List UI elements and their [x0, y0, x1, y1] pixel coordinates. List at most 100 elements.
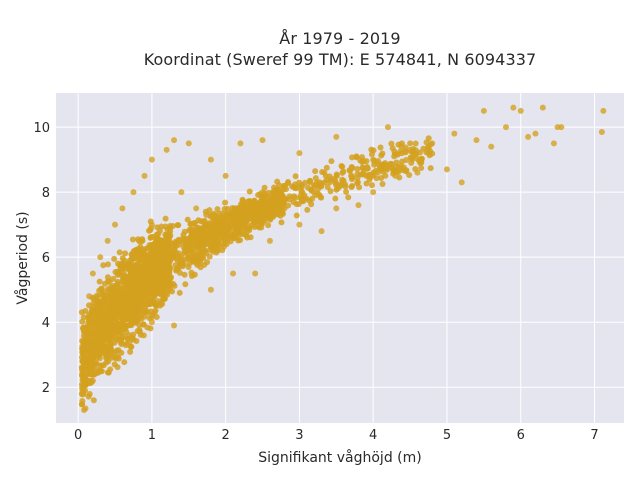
scatter-point: [105, 358, 112, 365]
scatter-point: [359, 164, 366, 171]
scatter-point: [274, 178, 281, 185]
scatter-point: [182, 281, 189, 288]
scatter-point: [334, 185, 341, 192]
scatter-point: [150, 300, 157, 307]
scatter-point: [168, 274, 175, 281]
scatter-point: [328, 158, 335, 165]
scatter-point: [281, 197, 288, 204]
scatter-point: [200, 219, 207, 226]
scatter-point: [162, 215, 169, 222]
scatter-point: [176, 289, 183, 296]
scatter-point: [244, 221, 251, 228]
scatter-point: [79, 337, 86, 344]
scatter-point: [140, 287, 147, 294]
scatter-point: [152, 307, 159, 314]
scatter-point: [245, 209, 252, 216]
scatter-point: [348, 184, 355, 191]
scatter-point: [306, 177, 313, 184]
scatter-point: [146, 266, 153, 273]
scatter-point: [104, 237, 111, 244]
scatter-point: [79, 318, 86, 325]
scatter-point: [104, 261, 111, 268]
scatter-point: [295, 201, 302, 208]
x-tick-label: 1: [148, 428, 156, 443]
chart-title: År 1979 - 2019: [279, 29, 401, 48]
scatter-point: [167, 282, 174, 289]
scatter-point: [169, 288, 176, 295]
x-tick-label: 2: [222, 428, 230, 443]
scatter-point: [412, 140, 419, 147]
scatter-point: [135, 284, 142, 291]
scatter-point: [423, 139, 430, 146]
scatter-point: [89, 270, 96, 277]
scatter-point: [206, 240, 213, 247]
scatter-point: [126, 338, 133, 345]
scatter-point: [121, 359, 128, 366]
scatter-point: [395, 164, 402, 171]
scatter-point: [125, 291, 132, 298]
scatter-point: [369, 182, 376, 189]
scatter-point: [237, 225, 244, 232]
scatter-point: [194, 240, 201, 247]
x-tick-label: 4: [369, 428, 377, 443]
scatter-point: [117, 310, 124, 317]
scatter-point: [389, 145, 396, 152]
chart-title-block: År 1979 - 2019 Koordinat (Sweref 99 TM):…: [0, 28, 640, 70]
scatter-point: [272, 188, 279, 195]
y-tick-label: 2: [42, 381, 50, 396]
scatter-point: [338, 162, 345, 169]
scatter-point: [340, 177, 347, 184]
scatter-point: [148, 308, 155, 315]
scatter-point: [104, 278, 111, 285]
scatter-point: [164, 267, 171, 274]
scatter-point: [85, 319, 92, 326]
scatter-point: [181, 228, 188, 235]
scatter-point: [257, 220, 264, 227]
scatter-point: [140, 254, 147, 261]
scatter-point: [414, 169, 421, 176]
scatter-point: [327, 179, 334, 186]
scatter-point: [258, 203, 265, 210]
scatter-point: [162, 223, 169, 230]
scatter-point: [207, 286, 214, 293]
scatter-point: [259, 189, 266, 196]
y-axis-label: Vågperiod (s): [14, 211, 31, 304]
scatter-point: [393, 159, 400, 166]
scatter-point: [112, 319, 119, 326]
scatter-point: [125, 302, 132, 309]
scatter-point: [86, 335, 93, 342]
scatter-point: [222, 172, 229, 179]
scatter-point: [215, 215, 222, 222]
scatter-point: [312, 168, 319, 175]
scatter-point: [403, 167, 410, 174]
scatter-point: [355, 202, 362, 209]
scatter-point: [138, 238, 145, 245]
scatter-point: [115, 268, 122, 275]
scatter-point: [119, 205, 126, 212]
scatter-point: [111, 299, 118, 306]
scatter-point: [196, 231, 203, 238]
scatter-point: [155, 249, 162, 256]
scatter-point: [82, 405, 89, 412]
scatter-point: [260, 211, 267, 218]
scatter-point: [172, 262, 179, 269]
scatter-point: [86, 361, 93, 368]
scatter-point: [243, 229, 250, 236]
scatter-point: [114, 278, 121, 285]
scatter-point: [480, 107, 487, 114]
scatter-point: [339, 169, 346, 176]
scatter-point: [92, 339, 99, 346]
scatter-point: [88, 310, 95, 317]
scatter-point: [185, 263, 192, 270]
scatter-point: [125, 276, 132, 283]
scatter-point: [154, 224, 161, 231]
scatter-point: [85, 314, 92, 321]
scatter-point: [245, 198, 252, 205]
scatter-point: [145, 245, 152, 252]
scatter-point: [237, 140, 244, 147]
scatter-point: [292, 173, 299, 180]
scatter-point: [149, 233, 156, 240]
scatter-point: [525, 133, 532, 140]
y-tick-label: 10: [33, 121, 50, 136]
